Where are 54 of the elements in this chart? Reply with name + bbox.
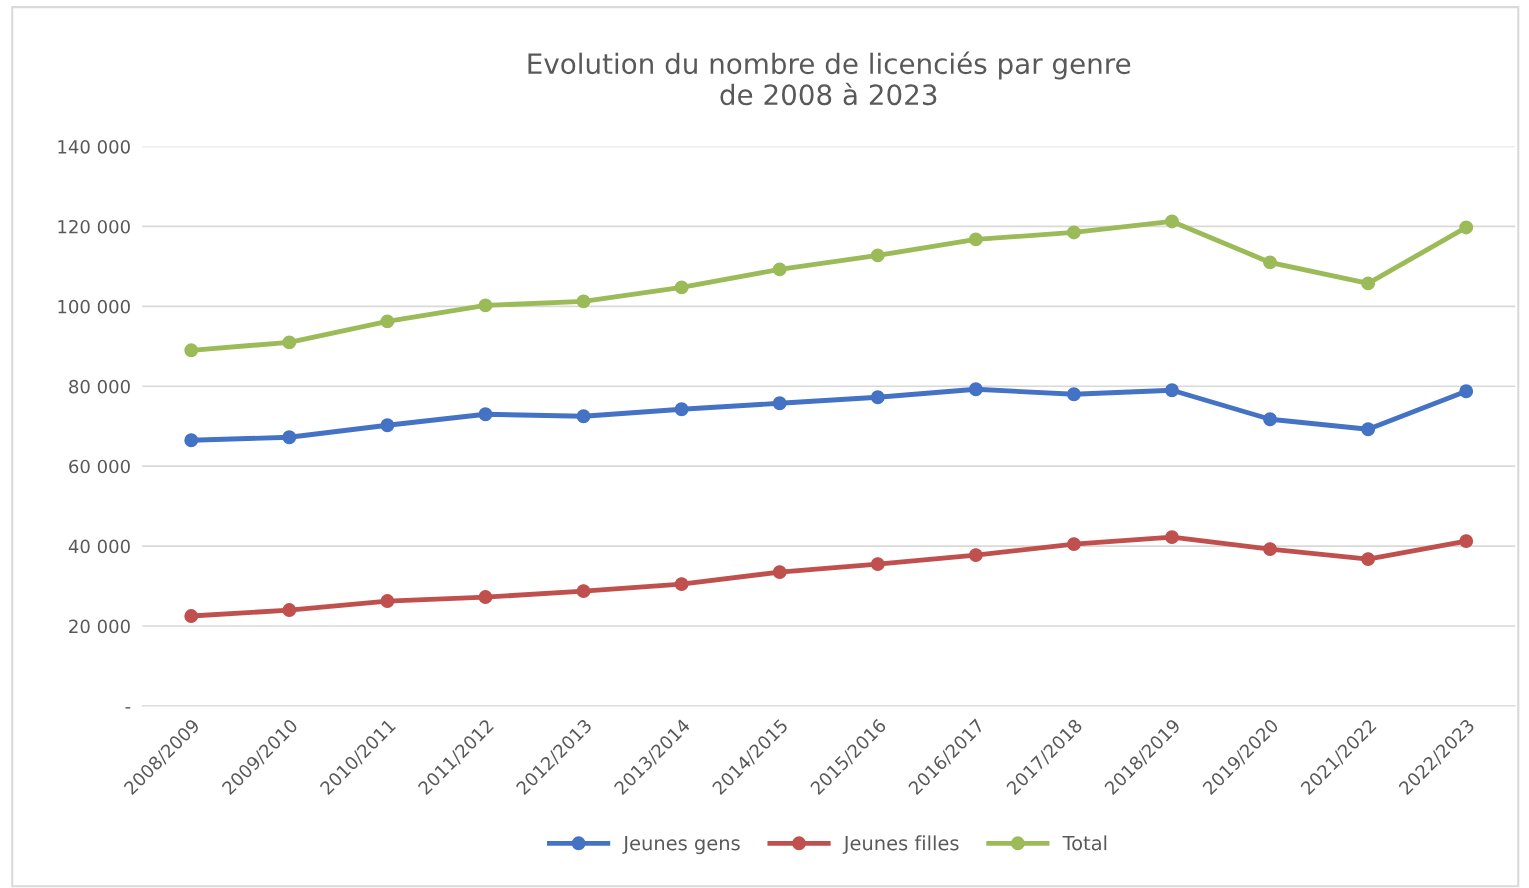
point [1361,552,1376,567]
point [380,418,395,433]
y-tick-label: 80 000 [69,379,130,394]
point [674,402,689,417]
point [674,280,689,295]
point [1459,384,1474,399]
point [968,382,983,397]
legend-label: Total [1062,835,1107,851]
point [772,565,787,580]
y-tick-label: 120 000 [58,219,130,234]
point [1459,534,1474,549]
point [1459,220,1474,235]
y-tick-label: 140 000 [58,139,130,154]
y-tick-label: 40 000 [68,539,130,554]
point [1263,255,1277,270]
point [968,232,983,247]
point [772,262,787,277]
chart-title: Evolution du nombre de licenciés par genre de 2008 à 2023 [528,51,1131,106]
point [576,294,591,309]
point [1165,383,1179,398]
point [478,407,493,422]
y-tick-label: 100 000 [58,299,130,314]
point [282,603,297,618]
point [772,396,787,411]
point [282,430,297,445]
y-tick-label: 60 000 [69,459,130,474]
point [870,390,885,405]
point [380,594,395,609]
point [282,335,297,350]
point [870,248,885,263]
point [478,590,493,605]
point [184,433,199,448]
point [1165,530,1179,545]
point [1066,537,1081,552]
point [1263,412,1277,427]
point [1263,542,1277,557]
point [1066,225,1081,240]
point [1361,422,1376,437]
point [968,548,983,563]
point [576,584,591,599]
point [1066,387,1081,402]
point [478,298,493,313]
point [380,314,395,329]
point [576,409,591,424]
point [674,577,689,592]
legend-label: Jeunes filles [842,835,959,855]
y-tick-label: 20 000 [69,619,130,634]
point [1361,276,1376,291]
legend-label: Jeunes gens [622,835,740,855]
point [184,609,199,623]
point [870,557,885,572]
point [184,343,199,358]
point [1165,214,1179,229]
y-tick-label: - [125,707,131,709]
